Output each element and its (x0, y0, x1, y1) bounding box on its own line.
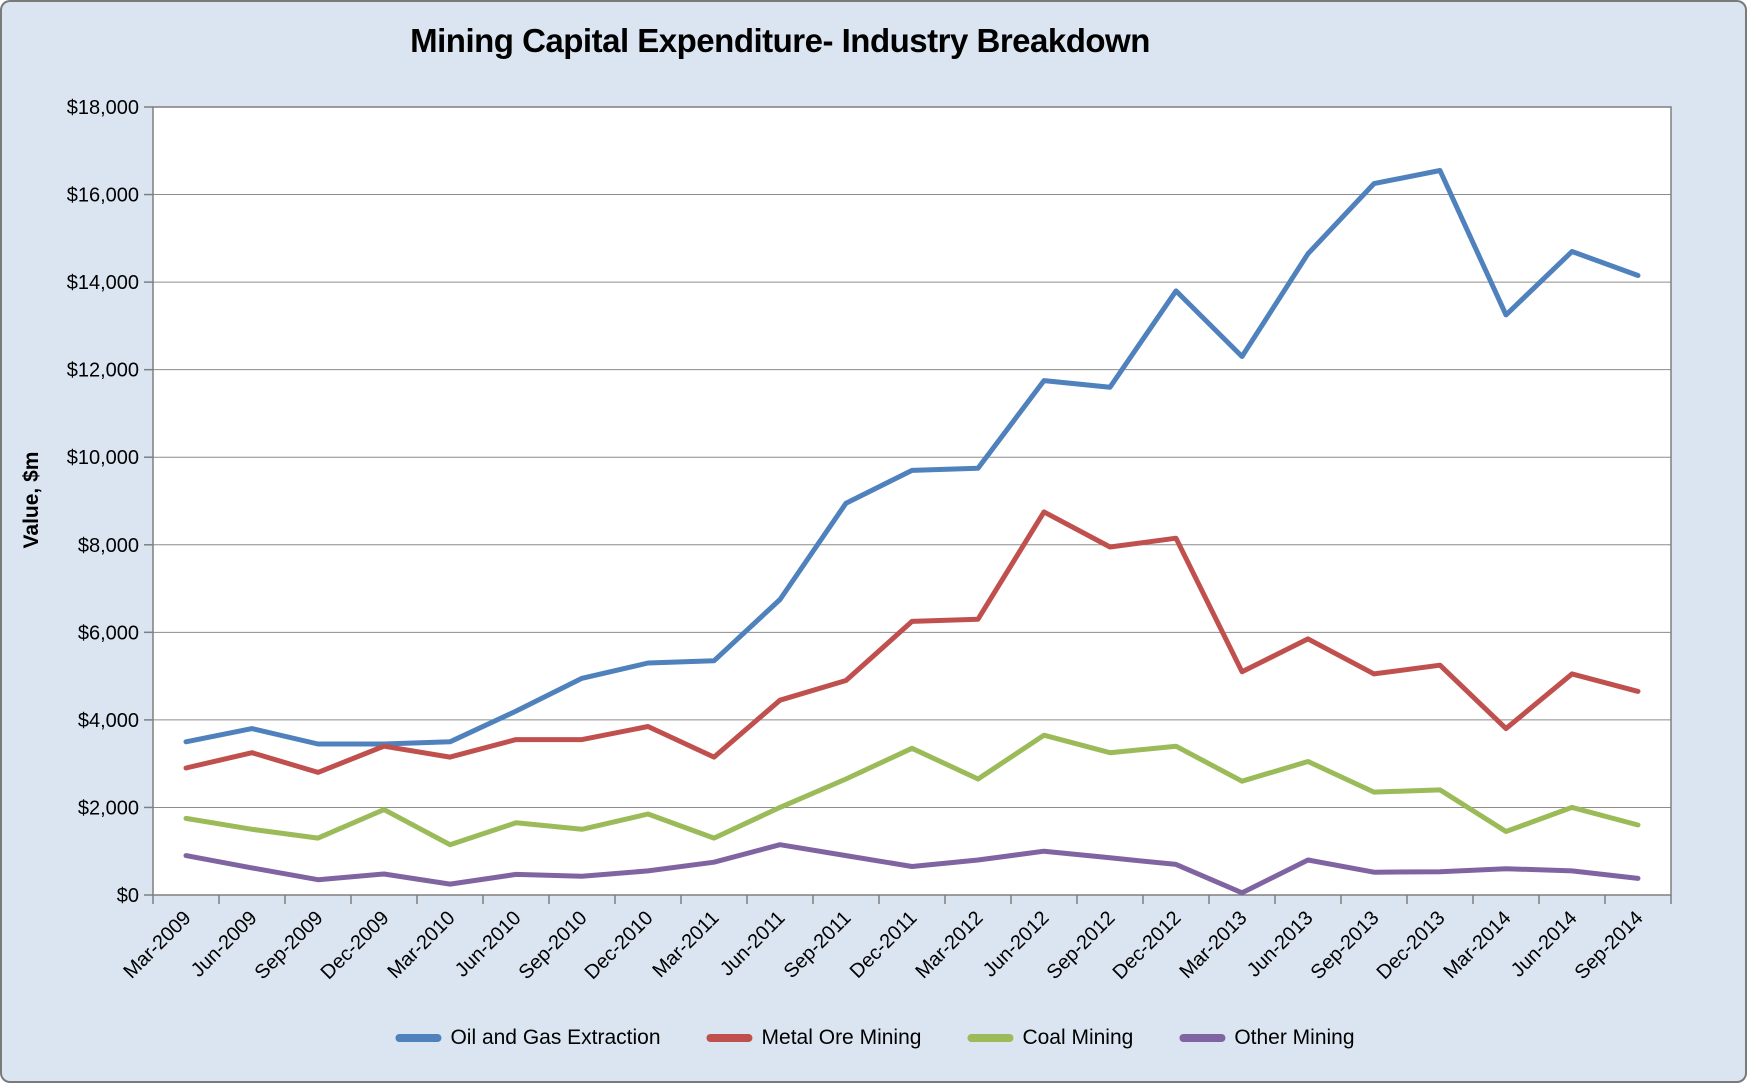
legend-swatch-metal-ore-mining (706, 1034, 753, 1042)
legend-label-metal-ore-mining: Metal Ore Mining (761, 1026, 922, 1049)
series-line-metal-ore-mining (183, 509, 1641, 775)
x-axis-tick-label: Sep-2010 (515, 907, 592, 984)
y-axis-tick-label: $18,000 (67, 97, 139, 119)
legend-label-oil-and-gas-extraction: Oil and Gas Extraction (450, 1026, 661, 1049)
y-axis-tick-label: $0 (117, 885, 139, 907)
y-axis-tick-label: $8,000 (78, 535, 139, 557)
series-line-coal-mining (183, 732, 1641, 848)
legend-swatch-oil-and-gas-extraction (395, 1034, 442, 1042)
y-axis-tick-label: $10,000 (67, 447, 139, 469)
plot-area (153, 107, 1671, 895)
x-axis-tick-label: Sep-2011 (780, 907, 856, 983)
x-axis-tick-label: Sep-2013 (1307, 907, 1384, 984)
x-axis-tick-label: Dec-2012 (1109, 907, 1186, 984)
plot-border (152, 106, 1672, 896)
x-axis-tick-label: Jun-2009 (187, 907, 262, 982)
x-axis-tick-label: Mar-2010 (383, 907, 459, 983)
x-axis-tick-label: Dec-2011 (846, 907, 922, 983)
x-axis-tick-label: Jun-2011 (716, 907, 789, 980)
chart-title: Mining Capital Expenditure- Industry Bre… (410, 22, 1150, 59)
x-axis-tick-label: Jun-2012 (979, 907, 1054, 982)
legend: Oil and Gas Extraction Metal Ore Mining … (395, 1026, 1355, 1050)
x-axis-tick-label: Dec-2013 (1373, 907, 1450, 984)
legend-item-coal-mining: Coal Mining (967, 1026, 1133, 1050)
x-axis-tick-label: Sep-2014 (1571, 907, 1648, 984)
x-axis-tick-label: Mar-2012 (911, 907, 987, 983)
x-axis-tick-label: Mar-2014 (1439, 907, 1515, 983)
x-axis-tick-label: Mar-2013 (1175, 907, 1251, 983)
x-axis-tick-label: Jun-2014 (1507, 907, 1582, 982)
x-axis-tick-label: Mar-2011 (648, 907, 723, 982)
series-line-oil-and-gas-extraction (183, 168, 1641, 747)
legend-label-coal-mining: Coal Mining (1022, 1026, 1134, 1049)
legend-swatch-coal-mining (967, 1034, 1014, 1042)
y-axis-tick-label: $2,000 (78, 797, 139, 819)
x-axis-tick-label: Jun-2013 (1243, 907, 1318, 982)
y-axis-tick-label: $12,000 (67, 360, 139, 382)
legend-swatch-other-mining (1179, 1034, 1226, 1042)
x-axis-tick-label: Dec-2009 (317, 907, 394, 984)
series-line-other-mining (183, 842, 1641, 896)
x-axis-tick-label: Sep-2012 (1043, 907, 1120, 984)
legend-item-metal-ore-mining: Metal Ore Mining (706, 1026, 922, 1050)
y-axis-tick-label: $16,000 (67, 185, 139, 207)
x-axis-tick-label: Mar-2009 (119, 907, 195, 983)
legend-item-other-mining: Other Mining (1179, 1026, 1355, 1050)
x-axis-tick-label: Jun-2010 (451, 907, 526, 982)
y-axis-tick-label: $14,000 (67, 272, 139, 294)
y-axis-tick-label: $4,000 (78, 710, 139, 732)
x-axis-tick-label: Dec-2010 (581, 907, 658, 984)
x-axis-tick-label: Sep-2009 (251, 907, 328, 984)
legend-item-oil-and-gas-extraction: Oil and Gas Extraction (395, 1026, 661, 1050)
legend-label-other-mining: Other Mining (1234, 1026, 1355, 1049)
y-axis-tick-label: $6,000 (78, 622, 139, 644)
